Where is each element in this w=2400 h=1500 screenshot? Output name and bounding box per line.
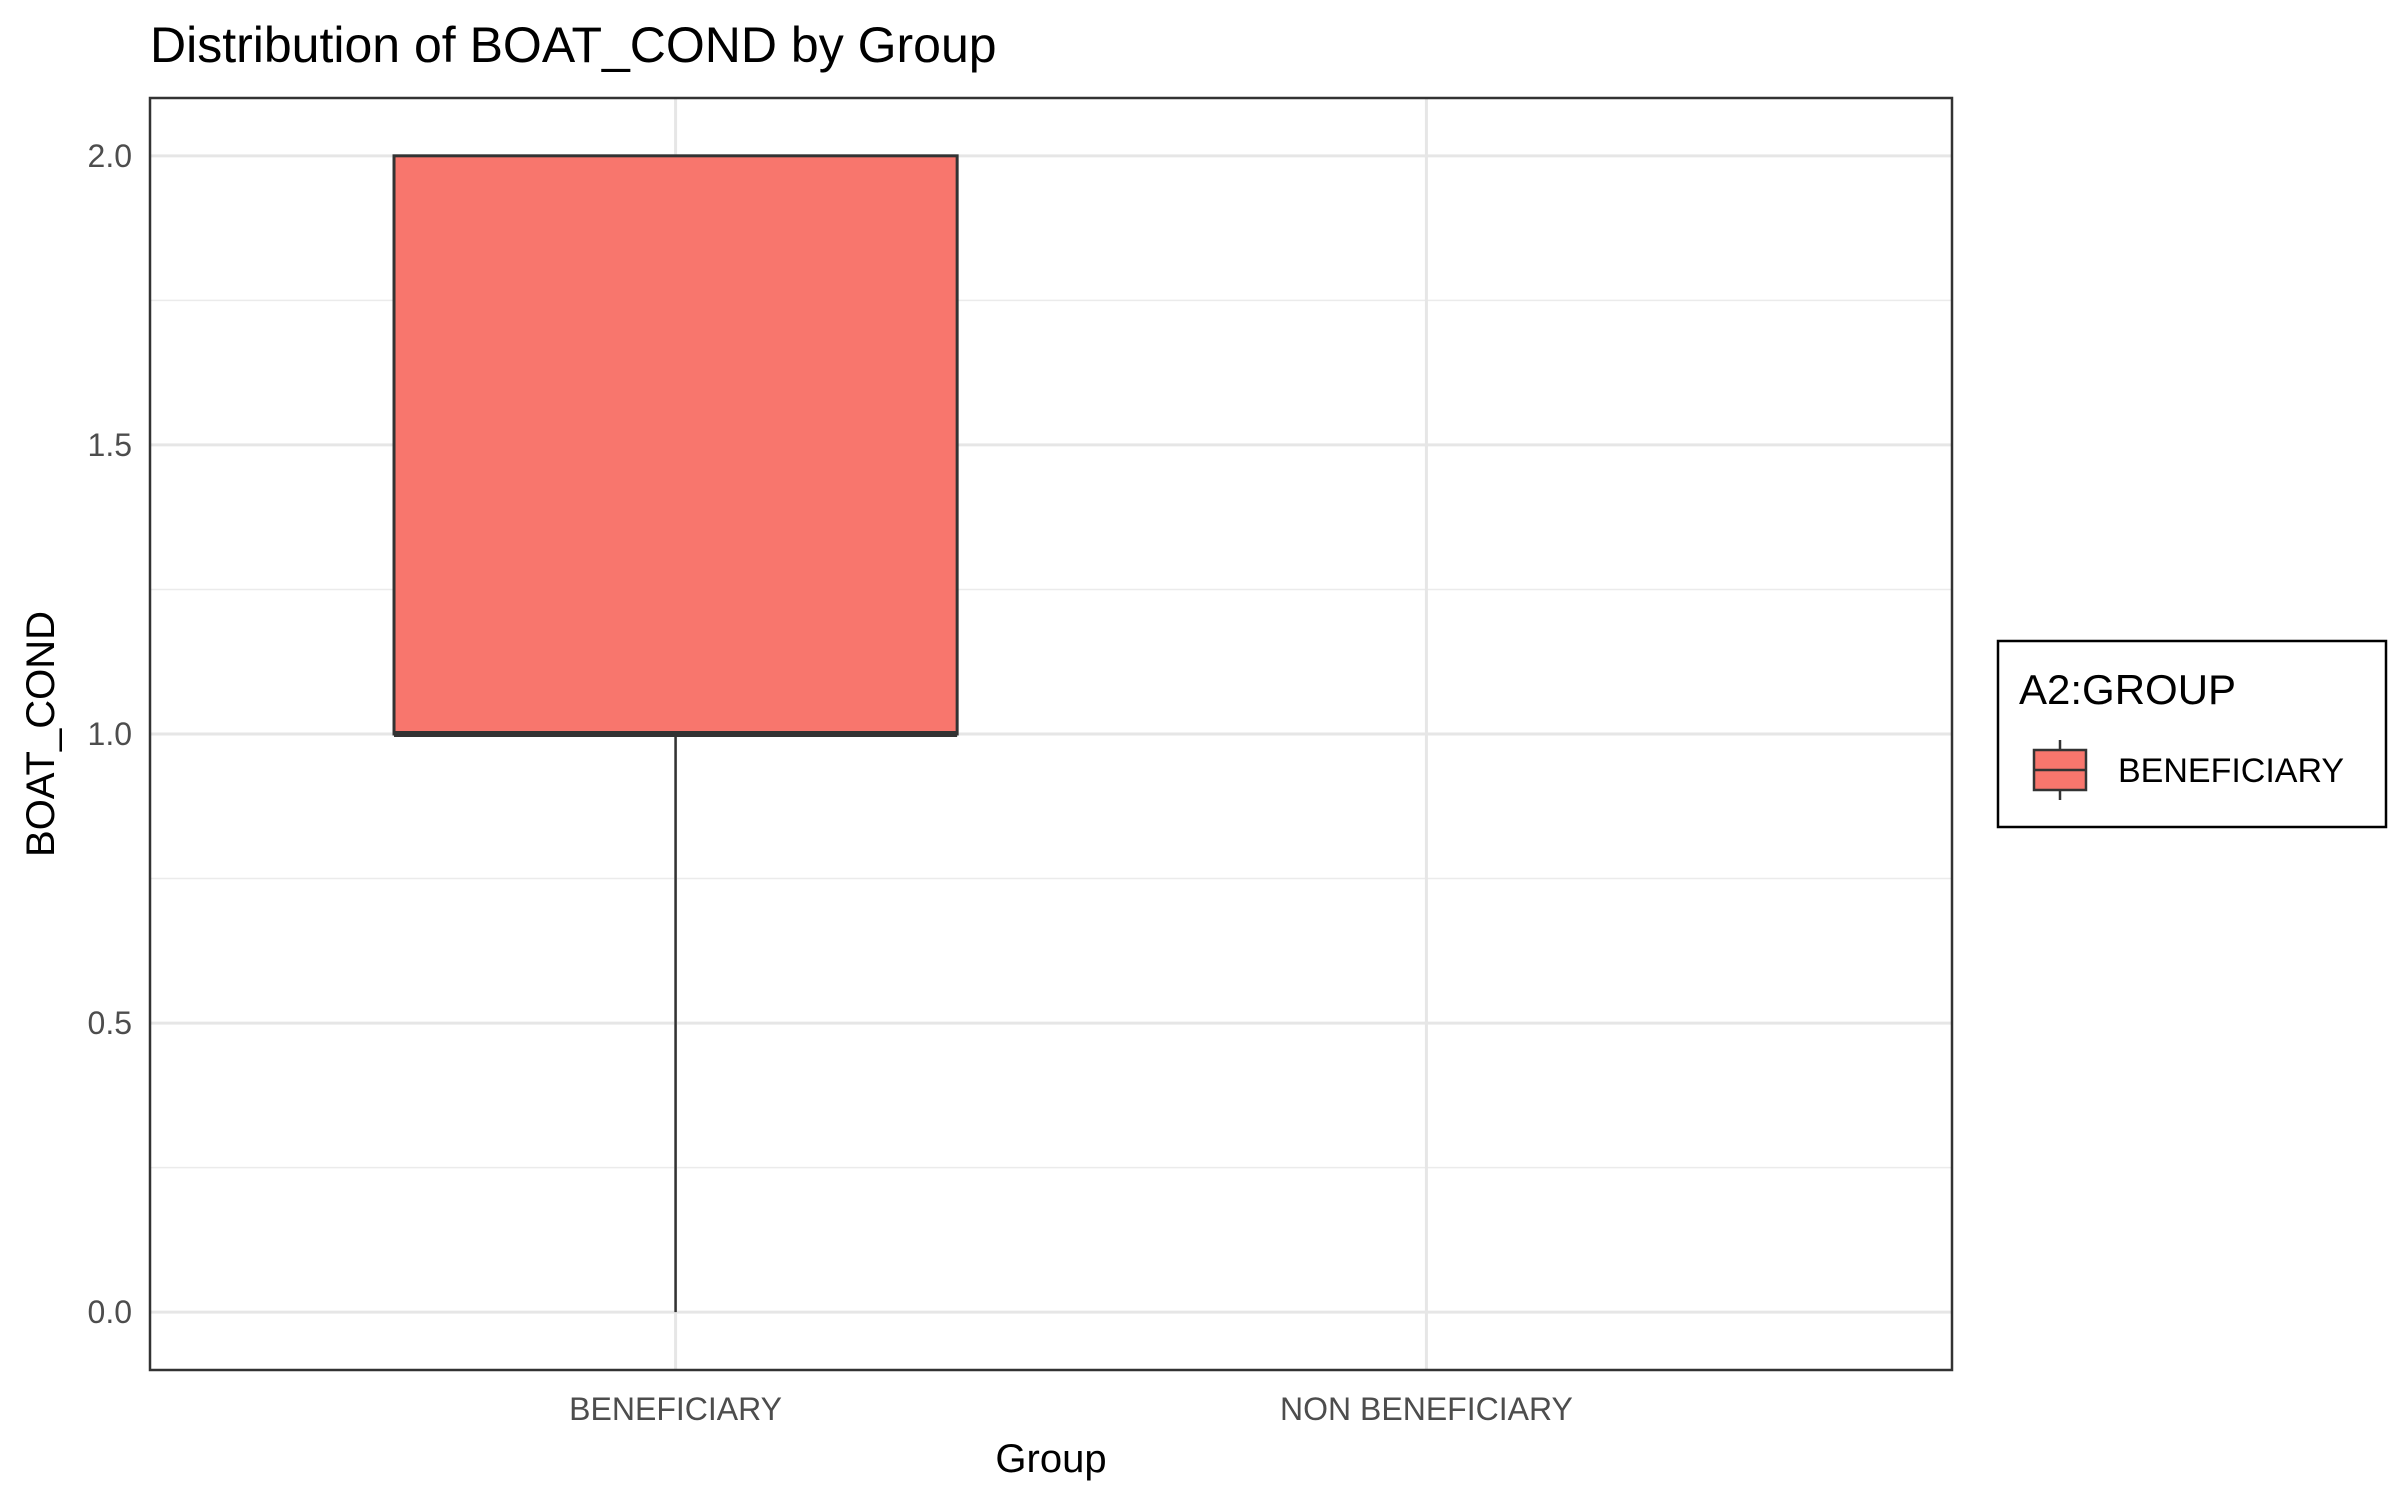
y-tick-label: 2.0 [88,138,132,174]
y-tick-label: 0.5 [88,1005,132,1041]
legend: A2:GROUP BENEFICIARY [1996,639,2388,829]
legend-title: A2:GROUP [2019,666,2236,713]
y-tick-label: 1.0 [88,716,132,752]
legend-border [1996,639,2388,829]
chart-title: Distribution of BOAT_COND by Group [150,17,997,73]
y-axis-title: BOAT_COND [19,611,63,857]
x-tick-labels: BENEFICIARY NON BENEFICIARY [569,1391,1573,1427]
legend-entry-label: BENEFICIARY [2118,752,2344,790]
y-tick-labels: 0.0 0.5 1.0 1.5 2.0 [88,138,132,1330]
y-tick-label: 0.0 [88,1294,132,1330]
box-iqr [392,154,959,736]
legend-entries: BENEFICIARY [2032,740,2344,800]
x-tick-label: BENEFICIARY [569,1391,782,1427]
x-axis-title: Group [995,1437,1106,1481]
box-layer [392,154,959,1313]
x-tick-label: NON BENEFICIARY [1280,1391,1573,1427]
plot-panel-border [148,96,1954,1372]
y-tick-label: 1.5 [88,427,132,463]
